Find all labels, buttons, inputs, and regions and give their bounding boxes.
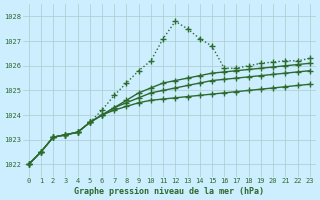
X-axis label: Graphe pression niveau de la mer (hPa): Graphe pression niveau de la mer (hPa) (74, 187, 264, 196)
